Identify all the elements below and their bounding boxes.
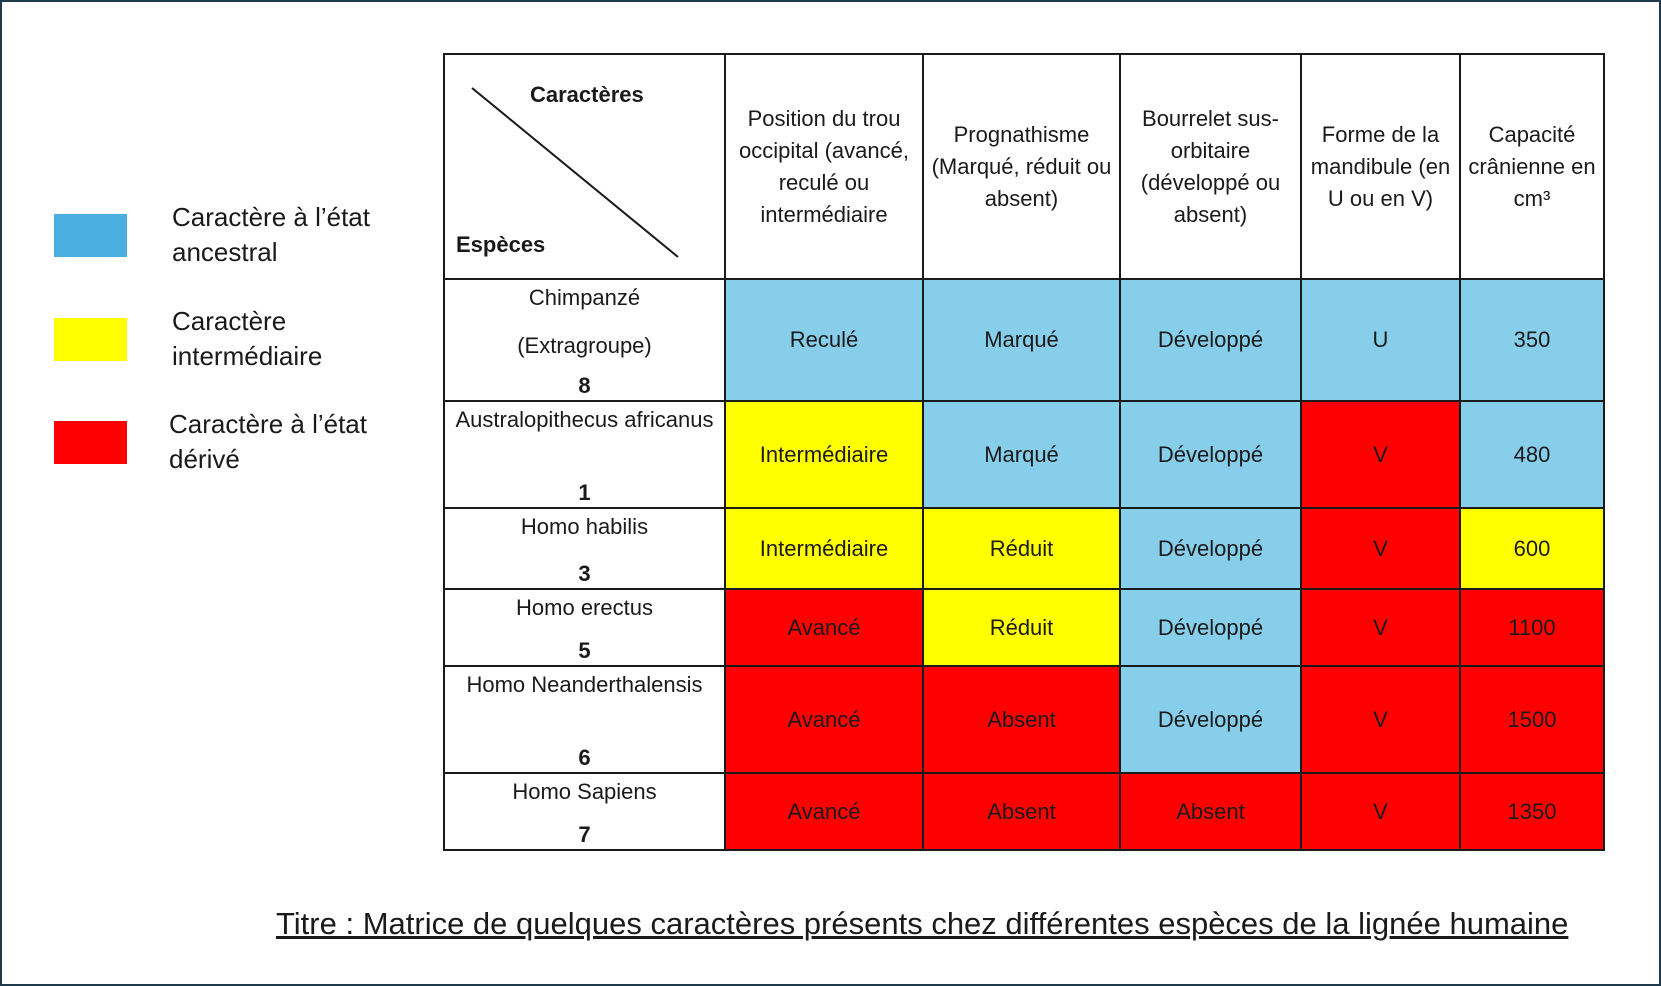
header-corner-cell: Caractères Espèces xyxy=(443,53,726,280)
species-cell: Homo Neanderthalensis 6 xyxy=(443,665,726,774)
legend-label-derived: Caractère à l’état dérivé xyxy=(169,409,367,474)
species-group-note: (Extragroupe) xyxy=(517,333,652,358)
species-name: Homo Sapiens xyxy=(445,776,724,808)
species-name: Homo erectus xyxy=(445,592,724,624)
table-row: Homo Sapiens 7 Avancé Absent Absent V 1350 xyxy=(443,772,1605,851)
cell-brow-ridge: Développé xyxy=(1119,588,1302,667)
species-name: Homo Neanderthalensis xyxy=(445,669,724,701)
species-name: Homo habilis xyxy=(445,511,724,543)
legend-swatch-ancestral xyxy=(54,214,127,257)
species-number: 1 xyxy=(578,480,591,505)
character-matrix-table: Caractères Espèces Position du trou occi… xyxy=(443,53,1605,851)
cell-prognathism: Réduit xyxy=(922,588,1121,667)
species-name-text: Australopithecus africanus xyxy=(455,407,714,432)
cell-mandible: V xyxy=(1300,665,1461,774)
legend-swatch-intermediate xyxy=(54,318,127,361)
cell-occipital: Avancé xyxy=(724,665,924,774)
table-row: Homo Neanderthalensis 6 Avancé Absent Dévelo… xyxy=(443,665,1605,774)
cell-occipital: Avancé xyxy=(724,772,924,851)
species-number: 8 xyxy=(578,373,591,398)
species-name-text: Homo habilis xyxy=(520,514,649,539)
header-mandible: Forme de la mandibule (en U ou en V) xyxy=(1300,53,1461,280)
table-row: Australopithecus africanus 1 Intermédiaire… xyxy=(443,400,1605,509)
species-name-text: Homo Sapiens xyxy=(512,779,657,804)
species-name-text: Homo erectus xyxy=(516,595,653,620)
species-cell: Homo Sapiens 7 xyxy=(443,772,726,851)
cell-cranial-capacity: 350 xyxy=(1459,278,1605,402)
species-number: 3 xyxy=(578,561,591,586)
cell-cranial-capacity: 1100 xyxy=(1459,588,1605,667)
cell-occipital: Intermédiaire xyxy=(724,400,924,509)
header-species-label: Espèces xyxy=(456,232,546,257)
species-cell: Australopithecus africanus 1 xyxy=(443,400,726,509)
cell-brow-ridge: Développé xyxy=(1119,400,1302,509)
cell-cranial-capacity: 600 xyxy=(1459,507,1605,590)
legend-label-intermediate: Caractère intermédiaire xyxy=(172,306,323,371)
cell-cranial-capacity: 1500 xyxy=(1459,665,1605,774)
species-cell: Chimpanzé (Extragroupe) 8 xyxy=(443,278,726,402)
header-brow-ridge: Bourrelet sus-orbitaire (développé ou ab… xyxy=(1119,53,1302,280)
header-occipital: Position du trou occipital (avancé, recu… xyxy=(724,53,924,280)
cell-mandible: V xyxy=(1300,588,1461,667)
header-characters-label: Caractères xyxy=(530,82,644,107)
species-number: 6 xyxy=(578,745,591,770)
header-row: Caractères Espèces Position du trou occi… xyxy=(443,53,1605,280)
cell-prognathism: Réduit xyxy=(922,507,1121,590)
cell-occipital: Avancé xyxy=(724,588,924,667)
table-row: Homo erectus 5 Avancé Réduit Développé V 1100 xyxy=(443,588,1605,667)
figure-caption: Titre : Matrice de quelques caractères p… xyxy=(276,906,1569,941)
species-name: Chimpanzé (Extragroupe) xyxy=(445,282,724,362)
table-row: Chimpanzé (Extragroupe) 8 Reculé Marqué Dével… xyxy=(443,278,1605,402)
species-name-text: Chimpanzé xyxy=(528,285,641,310)
species-number: 7 xyxy=(578,822,591,847)
cell-mandible: V xyxy=(1300,507,1461,590)
cell-prognathism: Marqué xyxy=(922,400,1121,509)
cell-brow-ridge: Développé xyxy=(1119,278,1302,402)
table-row: Homo habilis 3 Intermédiaire Réduit Développ… xyxy=(443,507,1605,590)
species-cell: Homo erectus 5 xyxy=(443,588,726,667)
header-cranial-capacity: Capacité crânienne en cm³ xyxy=(1459,53,1605,280)
matrix-body: Chimpanzé (Extragroupe) 8 Reculé Marqué Dével… xyxy=(443,278,1605,851)
cell-mandible: V xyxy=(1300,400,1461,509)
cell-prognathism: Absent xyxy=(922,665,1121,774)
cell-mandible: U xyxy=(1300,278,1461,402)
cell-brow-ridge: Développé xyxy=(1119,507,1302,590)
diagonal-divider xyxy=(471,87,679,258)
cell-cranial-capacity: 1350 xyxy=(1459,772,1605,851)
cell-prognathism: Absent xyxy=(922,772,1121,851)
legend-label-ancestral: Caractère à l’état ancestral xyxy=(172,202,370,267)
species-cell: Homo habilis 3 xyxy=(443,507,726,590)
species-name-text: Homo Neanderthalensis xyxy=(466,672,703,697)
cell-cranial-capacity: 480 xyxy=(1459,400,1605,509)
species-number: 5 xyxy=(578,638,591,663)
cell-mandible: V xyxy=(1300,772,1461,851)
cell-occipital: Reculé xyxy=(724,278,924,402)
species-name: Australopithecus africanus xyxy=(445,404,724,436)
legend-swatch-derived xyxy=(54,421,127,464)
cell-occipital: Intermédiaire xyxy=(724,507,924,590)
cell-prognathism: Marqué xyxy=(922,278,1121,402)
cell-brow-ridge: Développé xyxy=(1119,665,1302,774)
cell-brow-ridge: Absent xyxy=(1119,772,1302,851)
header-prognathism: Prognathisme (Marqué, réduit ou absent) xyxy=(922,53,1121,280)
